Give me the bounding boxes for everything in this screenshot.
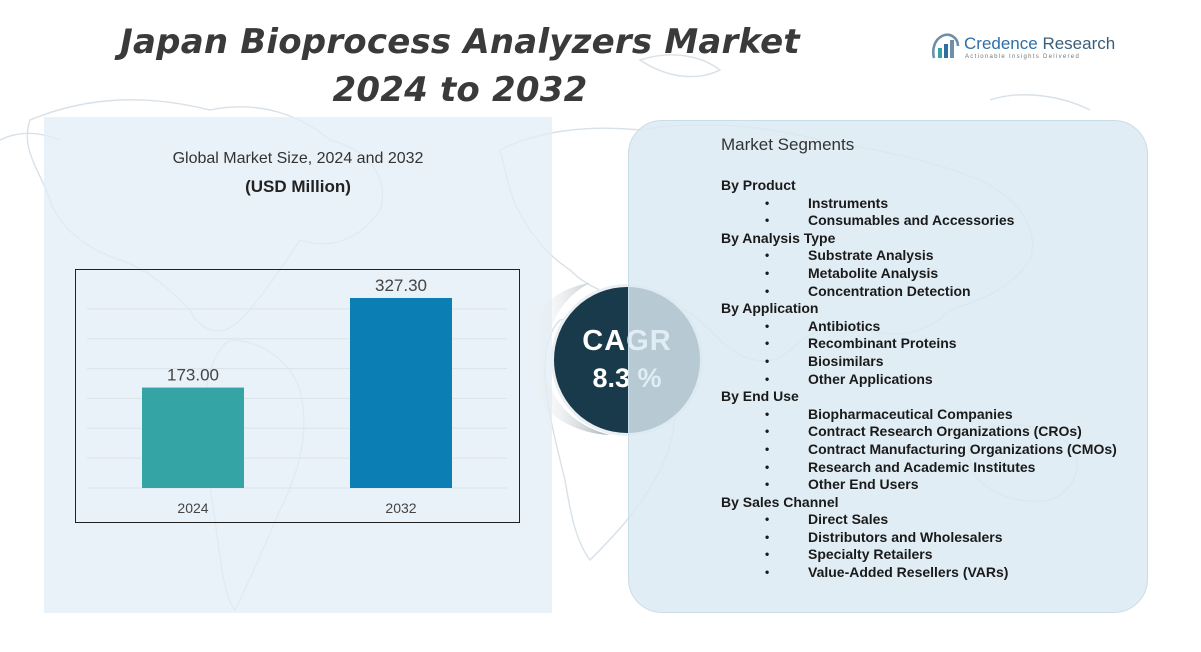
bullet-icon: • [765, 265, 770, 280]
segment-item-label: Consumables and Accessories [808, 212, 1015, 229]
segments-title: Market Segments [721, 135, 855, 154]
segment-item: • Recombinant Proteins [721, 335, 1151, 353]
bullet-icon: • [765, 547, 770, 562]
chart-frame [75, 269, 520, 523]
segment-item: • Consumables and Accessories [721, 212, 1151, 230]
cagr-swoosh [524, 283, 610, 435]
bullet-icon: • [765, 477, 770, 492]
chart-panel [44, 117, 552, 613]
segment-item-label: Substrate Analysis [808, 247, 934, 264]
segments-list: By Product • Instruments • Consumables and A… [721, 177, 1151, 582]
logo-name: Credence Research [964, 34, 1115, 54]
bar-chart-logo-icon [931, 33, 960, 59]
segment-group-title: By Sales Channel [721, 493, 839, 510]
segment-item-label: Other Applications [808, 370, 933, 387]
title-line-1: Japan Bioprocess Analyzers Market [120, 22, 800, 62]
bar-2024 [142, 387, 244, 488]
segment-item: • Substrate Analysis [721, 247, 1151, 265]
logo-tagline: Actionable Insights Delivered [965, 54, 1081, 60]
segment-item-label: Biosimilars [808, 352, 884, 369]
segment-item: • Instruments [721, 195, 1151, 213]
category-label-2032: 2032 [385, 500, 416, 516]
title-line-2: 2024 to 2032 [332, 70, 588, 110]
segment-item-label: Biopharmaceutical Companies [808, 405, 1013, 422]
bullet-icon: • [765, 424, 770, 439]
category-label-2024: 2024 [177, 500, 208, 516]
segment-item: • Distributors and Wholesalers [721, 529, 1151, 547]
bullet-icon: • [765, 248, 770, 263]
segment-group-title: By Application [721, 300, 819, 317]
segment-item: • Contract Research Organizations (CROs) [721, 423, 1151, 441]
bullet-icon: • [765, 459, 770, 474]
bullet-icon: • [765, 406, 770, 421]
segment-item: • Biopharmaceutical Companies [721, 406, 1151, 424]
chart-caption: Global Market Size, 2024 and 2032 [172, 150, 424, 167]
bullet-icon: • [765, 529, 770, 544]
page-title: Japan Bioprocess Analyzers Market 2024 t… [100, 18, 820, 114]
bar-chart: 173.00 2024 327.30 2032 [75, 269, 520, 523]
segment-item: • Other End Users [721, 476, 1151, 494]
segment-item-label: Specialty Retailers [808, 546, 933, 563]
bar-2032 [350, 297, 452, 488]
segment-item-label: Direct Sales [808, 511, 889, 528]
segment-item-label: Recombinant Proteins [808, 335, 957, 352]
segment-item: • Research and Academic Institutes [721, 459, 1151, 477]
segment-item-label: Other End Users [808, 476, 919, 493]
segment-item-label: Antibiotics [808, 317, 881, 334]
segment-item-label: Concentration Detection [808, 282, 971, 299]
bullet-icon: • [765, 213, 770, 228]
segment-item: • Biosimilars [721, 353, 1151, 371]
bullet-icon: • [765, 283, 770, 298]
segment-item-label: Metabolite Analysis [808, 264, 939, 281]
segment-item: • Antibiotics [721, 318, 1151, 336]
segment-item: • Other Applications [721, 371, 1151, 389]
segment-item: • Metabolite Analysis [721, 265, 1151, 283]
bullet-icon: • [765, 336, 770, 351]
segment-item: • Specialty Retailers [721, 546, 1151, 564]
value-label-2024: 173.00 [167, 366, 219, 385]
logo-name-part1: Credence [964, 34, 1038, 53]
bullet-icon: • [765, 195, 770, 210]
segment-item: • Direct Sales [721, 511, 1151, 529]
segment-item-label: Research and Academic Institutes [808, 458, 1036, 475]
segment-group-title: By Analysis Type [721, 229, 836, 246]
segment-item-label: Distributors and Wholesalers [808, 528, 1003, 545]
bullet-icon: • [765, 371, 770, 386]
segment-group-title: By End Use [721, 388, 799, 405]
bullet-icon: • [765, 441, 770, 456]
segment-group-title: By Product [721, 177, 796, 193]
segment-item: • Value-Added Resellers (VARs) [721, 564, 1151, 582]
segments-panel [628, 120, 1148, 613]
bullet-icon: • [765, 565, 770, 580]
company-logo: Credence Research Actionable Insights De… [930, 32, 1130, 66]
segment-item-label: Instruments [808, 194, 889, 211]
bullet-icon: • [765, 512, 770, 527]
logo-name-part2: Research [1037, 34, 1116, 53]
segment-item-label: Contract Research Organizations (CROs) [808, 423, 1082, 440]
segment-item-label: Value-Added Resellers (VARs) [808, 564, 1009, 581]
segment-item: • Contract Manufacturing Organizations (C… [721, 441, 1151, 459]
bullet-icon: • [765, 353, 770, 368]
segment-item: • Concentration Detection [721, 283, 1151, 301]
chart-unit: (USD Million) [245, 177, 351, 196]
bullet-icon: • [765, 318, 770, 333]
segment-item-label: Contract Manufacturing Organizations (CM… [808, 440, 1117, 457]
value-label-2032: 327.30 [375, 276, 427, 295]
